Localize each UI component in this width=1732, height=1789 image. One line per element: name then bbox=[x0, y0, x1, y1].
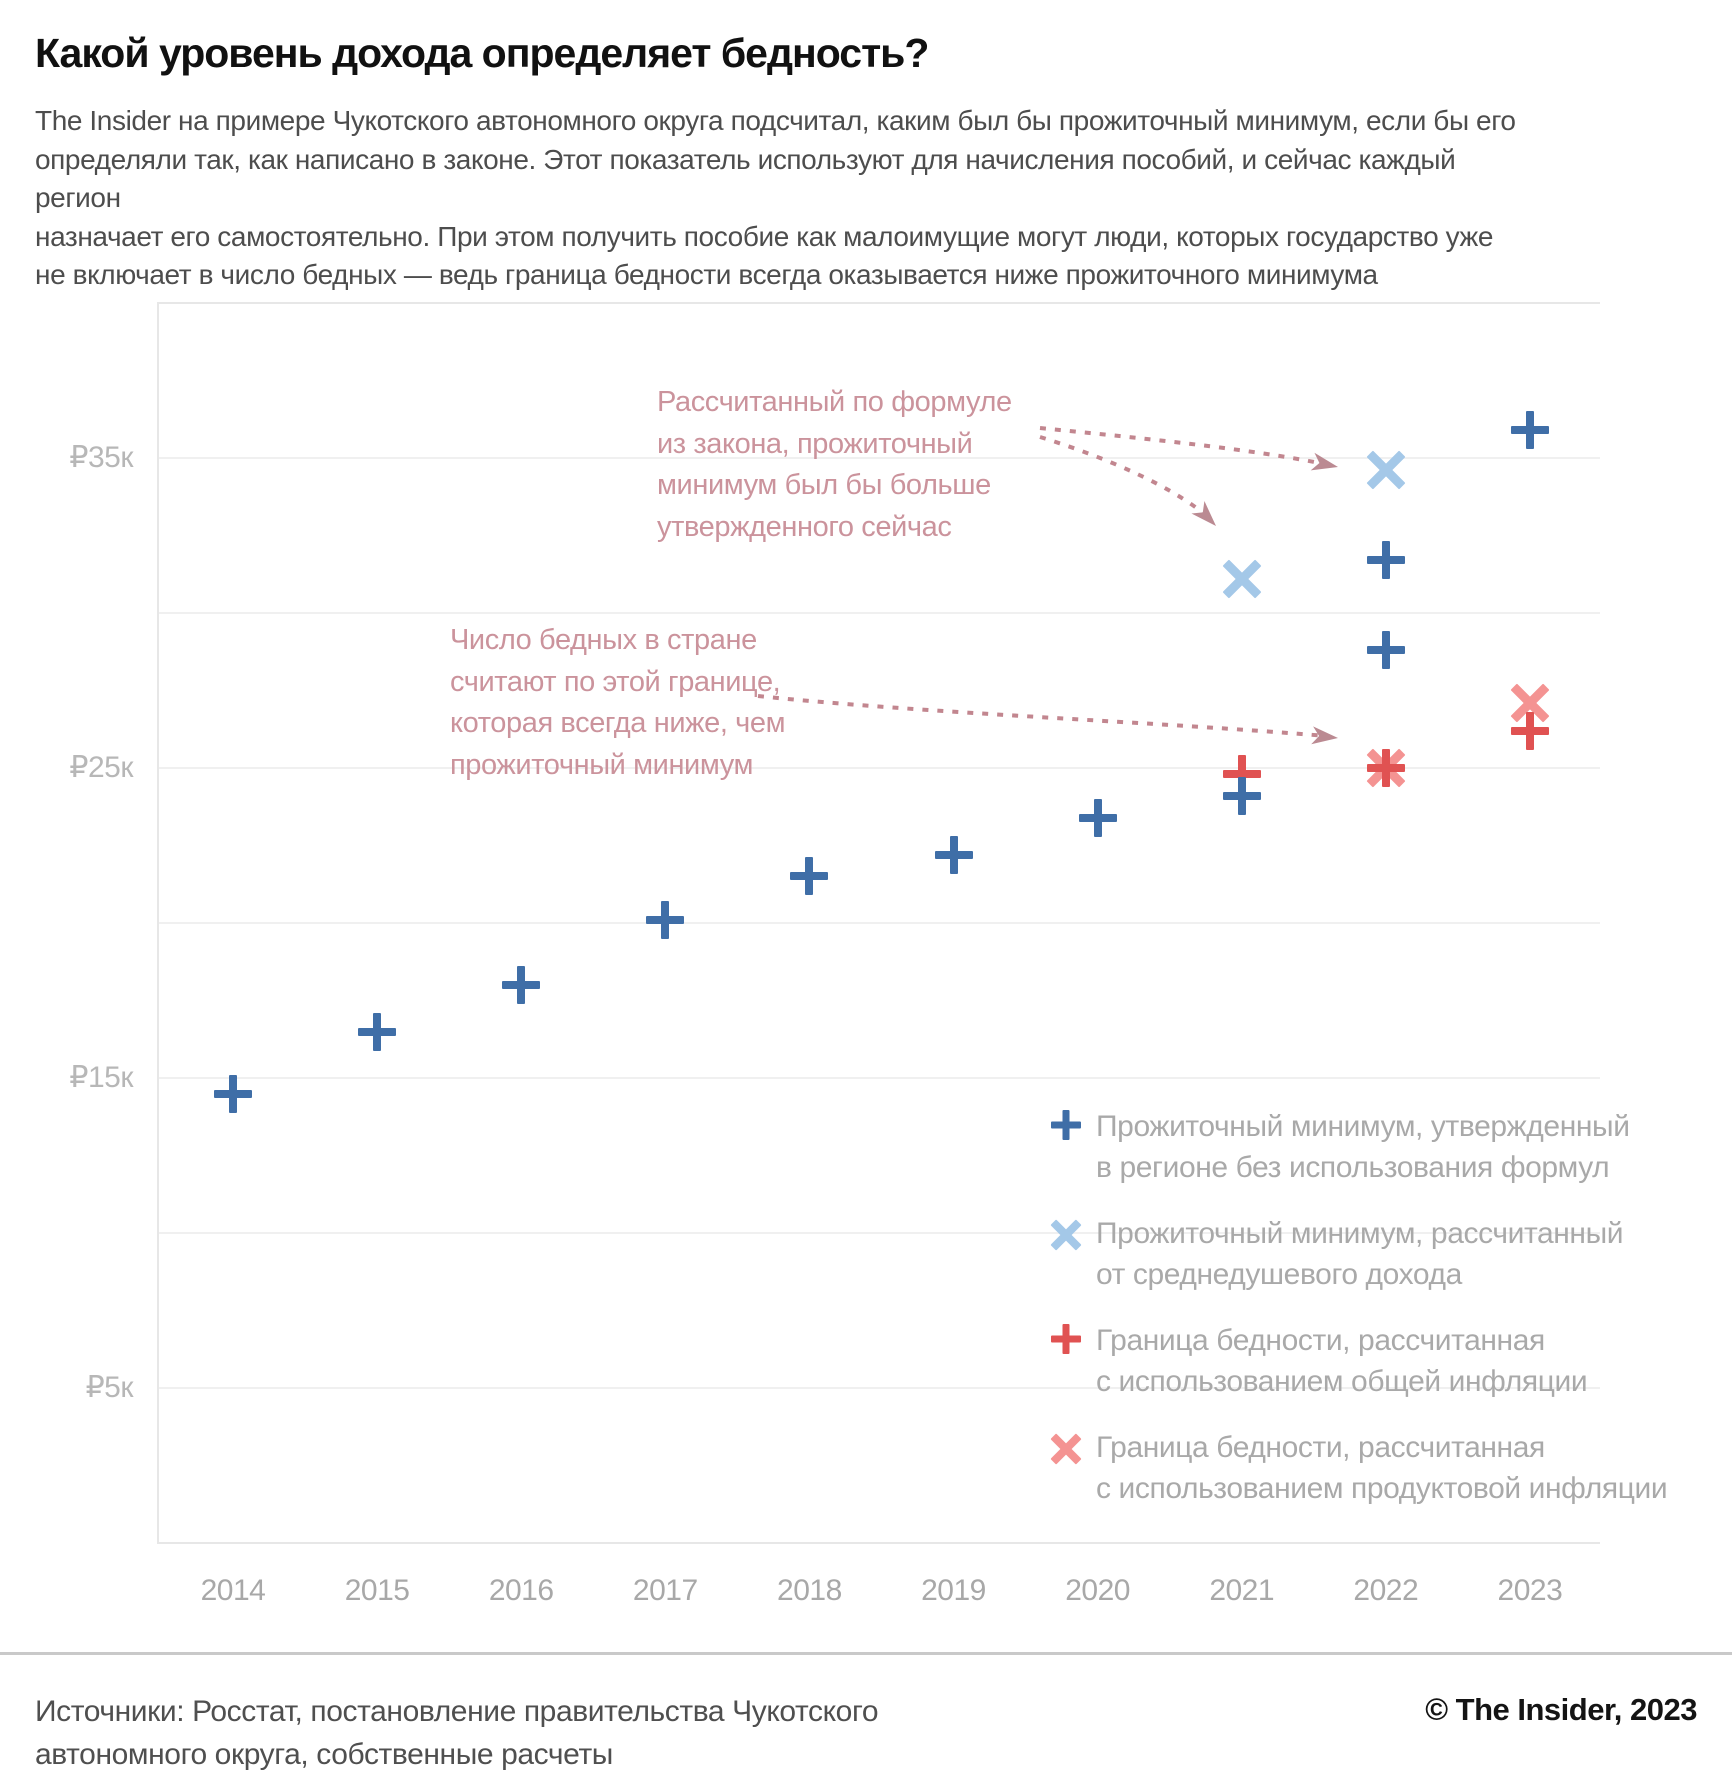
annotation-poverty-line: Число бедных в стране считают по этой гр… bbox=[450, 624, 786, 781]
gridline-35k bbox=[157, 456, 1600, 459]
x-tick-label: 2017 bbox=[632, 1574, 698, 1607]
point-calculated-minimum-2022 bbox=[1353, 438, 1418, 503]
legend-item-calculated-minimum: Прожиточный минимум, рассчитанный от сре… bbox=[1048, 1213, 1667, 1295]
x-tick-label: 2015 bbox=[344, 1574, 410, 1607]
legend-label: Граница бедности, рассчитанная с использ… bbox=[1096, 1431, 1668, 1505]
point-poverty-line-common-inflation-2023 bbox=[1510, 711, 1549, 750]
gridline-15k bbox=[157, 1077, 1600, 1080]
gridline-5k bbox=[157, 1387, 1600, 1390]
x-tick-label: 2014 bbox=[200, 1574, 266, 1607]
point-poverty-line-common-inflation-2021 bbox=[1222, 755, 1261, 794]
x-tick-label: 2016 bbox=[488, 1574, 554, 1607]
point-approved-minimum-2014 bbox=[214, 1074, 252, 1113]
x-tick-label: 2022 bbox=[1353, 1574, 1419, 1607]
point-approved-minimum-2022 bbox=[1366, 541, 1405, 580]
point-approved-minimum-2022 bbox=[1366, 631, 1405, 670]
point-approved-minimum-2017 bbox=[646, 900, 685, 939]
subtitle: The Insider на примере Чукотского автоно… bbox=[35, 105, 1516, 290]
gridline-30k bbox=[157, 611, 1600, 614]
gridline-20k bbox=[157, 922, 1600, 924]
legend-label: Прожиточный минимум, рассчитанный от сре… bbox=[1096, 1217, 1624, 1291]
legend-label: Прожиточный минимум, утвержденный в реги… bbox=[1096, 1110, 1630, 1184]
credit-note: © The Insider, 2023 bbox=[1425, 1692, 1697, 1727]
x-tick-label: 2023 bbox=[1497, 1574, 1563, 1607]
gridline-0k bbox=[157, 1542, 1600, 1545]
sources-note: Источники: Росстат, постановление правит… bbox=[35, 1695, 879, 1771]
legend-item-poverty-line-food-inflation: Граница бедности, рассчитанная с использ… bbox=[1048, 1427, 1668, 1509]
point-approved-minimum-2015 bbox=[358, 1012, 397, 1051]
y-axis-line bbox=[157, 302, 159, 1544]
point-approved-minimum-2023 bbox=[1510, 410, 1549, 449]
x-tick-label: 2018 bbox=[777, 1574, 842, 1607]
annotation-calculated-minimum: Рассчитанный по формуле из закона, прожи… bbox=[657, 386, 1012, 543]
legend: Прожиточный минимум, утвержденный в реги… bbox=[1048, 1106, 1668, 1509]
point-approved-minimum-2018 bbox=[790, 857, 829, 896]
y-tick-label: ₽35к bbox=[69, 440, 133, 474]
x-marker-icon bbox=[1048, 1213, 1084, 1253]
gridline-10k bbox=[157, 1232, 1600, 1235]
footer-divider bbox=[0, 1652, 1732, 1655]
x-tick-label: 2021 bbox=[1209, 1574, 1275, 1607]
point-approved-minimum-2019 bbox=[934, 835, 973, 874]
point-approved-minimum-2020 bbox=[1078, 798, 1117, 837]
y-tick-label: ₽5к bbox=[85, 1371, 134, 1405]
point-approved-minimum-2016 bbox=[502, 966, 541, 1005]
legend-item-approved-minimum: Прожиточный минимум, утвержденный в реги… bbox=[1048, 1106, 1667, 1188]
x-tick-label: 2019 bbox=[921, 1574, 986, 1607]
gridline-40k bbox=[157, 301, 1600, 304]
plus-marker-icon bbox=[1048, 1320, 1084, 1354]
gridline-25k bbox=[157, 766, 1600, 769]
y-tick-label: ₽25к bbox=[69, 750, 133, 784]
legend-label: Граница бедности, рассчитанная с использ… bbox=[1096, 1324, 1588, 1398]
legend-item-poverty-line-common-inflation: Граница бедности, рассчитанная с использ… bbox=[1048, 1320, 1667, 1402]
y-tick-label: ₽15к bbox=[69, 1060, 133, 1094]
plus-marker-icon bbox=[1048, 1106, 1084, 1140]
point-calculated-minimum-2021 bbox=[1209, 546, 1274, 611]
x-marker-icon bbox=[1048, 1427, 1084, 1467]
point-poverty-line-common-inflation-2022 bbox=[1366, 748, 1405, 787]
x-tick-label: 2020 bbox=[1065, 1574, 1130, 1607]
page-title: Какой уровень дохода определяет бедность… bbox=[35, 30, 929, 76]
point-approved-minimum-2021 bbox=[1222, 776, 1261, 815]
